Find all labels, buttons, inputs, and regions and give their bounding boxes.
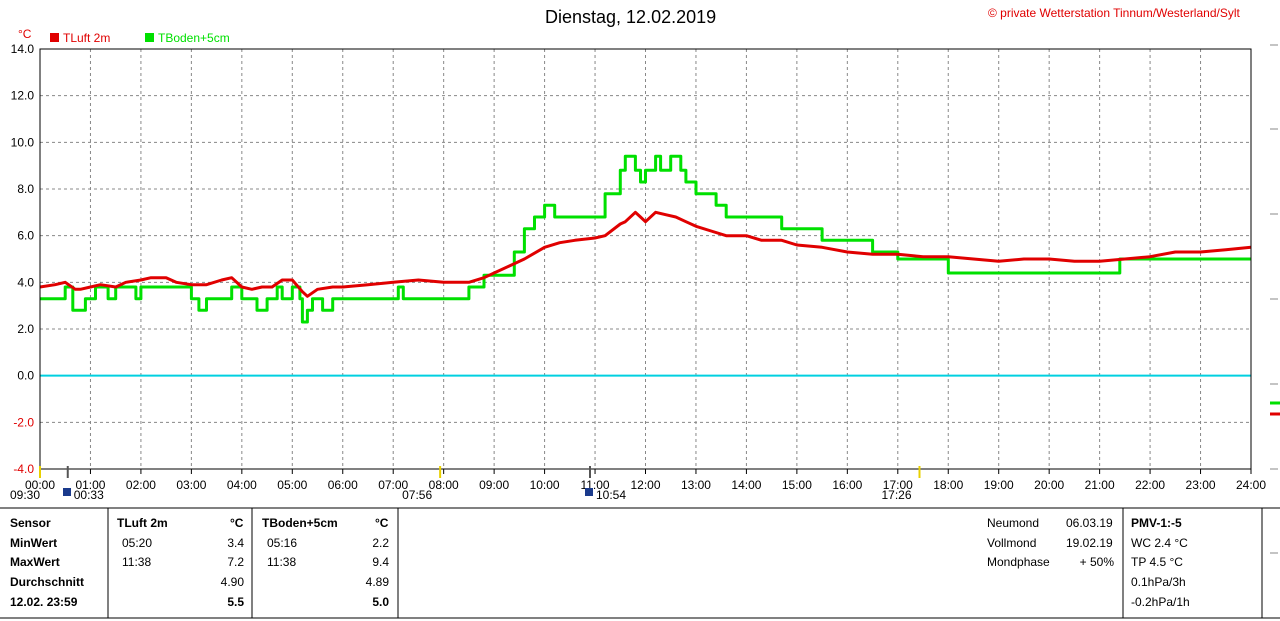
y-tick-label: 8.0 xyxy=(17,182,34,196)
plot-frame xyxy=(39,48,1252,470)
x-tick-label: 13:00 xyxy=(681,478,711,492)
legend-label-tboden: TBoden+5cm xyxy=(158,31,230,45)
chart-title: Dienstag, 12.02.2019 xyxy=(545,7,717,27)
x-tick-label: 02:00 xyxy=(126,478,156,492)
table-header-tboden-unit: °C xyxy=(375,516,389,530)
row-max-tluft-value: 7.2 xyxy=(227,555,244,569)
table-header-tluft-unit: °C xyxy=(230,516,244,530)
axes xyxy=(39,44,1280,554)
row-max-tboden-time: 11:38 xyxy=(267,555,297,569)
event-label: 00:33 xyxy=(74,488,104,502)
row-max-label: MaxWert xyxy=(10,555,60,569)
row-current-label: 12.02. 23:59 xyxy=(10,595,78,609)
x-tick-label: 16:00 xyxy=(832,478,862,492)
pmv-pressure-3h: 0.1hPa/3h xyxy=(1131,575,1186,589)
mondphase-label: Mondphase xyxy=(987,555,1050,569)
vollmond-date: 19.02.19 xyxy=(1066,536,1113,550)
x-tick-label: 00:00 xyxy=(25,478,55,492)
y-tick-label: 2.0 xyxy=(17,322,34,336)
y-tick-label: -4.0 xyxy=(13,462,34,476)
event-label: 17:26 xyxy=(881,488,911,502)
y-tick-label: 0.0 xyxy=(17,369,34,383)
grid-lines xyxy=(39,48,1252,470)
x-tick-label: 22:00 xyxy=(1135,478,1165,492)
sun-max-icon xyxy=(585,488,593,496)
table-header-tluft: TLuft 2m xyxy=(117,516,168,530)
sunrise-icon xyxy=(63,488,71,496)
x-tick-label: 24:00 xyxy=(1236,478,1266,492)
row-max-tluft-time: 11:38 xyxy=(122,555,152,569)
mondphase-value: + 50% xyxy=(1079,555,1114,569)
x-tick-label: 23:00 xyxy=(1186,478,1216,492)
copyright-text: © private Wetterstation Tinnum/Westerlan… xyxy=(988,6,1240,20)
row-min-tboden-time: 05:16 xyxy=(267,536,298,550)
x-tick-label: 04:00 xyxy=(227,478,257,492)
y-tick-label: -2.0 xyxy=(13,415,34,429)
table-lines xyxy=(0,507,1280,619)
event-label: 09:30 xyxy=(10,488,40,502)
x-tick-label: 21:00 xyxy=(1085,478,1115,492)
table-header-sensor: Sensor xyxy=(10,516,51,530)
x-tick-label: 10:00 xyxy=(530,478,560,492)
y-tick-label: 12.0 xyxy=(11,89,35,103)
x-tick-label: 20:00 xyxy=(1034,478,1064,492)
row-min-tboden-value: 2.2 xyxy=(372,536,389,550)
axis-labels: -4.0 -2.0 0.0 2.0 4.0 6.0 8.0 10.0 12.0 14.0 00:00… xyxy=(11,42,1267,492)
row-current-tluft-value: 5.5 xyxy=(227,595,244,609)
y-axis-unit: °C xyxy=(18,27,32,41)
x-tick-label: 09:00 xyxy=(479,478,509,492)
table-header-tboden: TBoden+5cm xyxy=(262,516,338,530)
x-tick-label: 12:00 xyxy=(630,478,660,492)
x-tick-label: 05:00 xyxy=(277,478,307,492)
x-tick-label: 19:00 xyxy=(984,478,1014,492)
series-lines xyxy=(39,154,1252,324)
x-tick-label: 01:00 xyxy=(75,478,105,492)
x-tick-label: 08:00 xyxy=(429,478,459,492)
pmv-title: PMV-1:-5 xyxy=(1131,516,1182,530)
event-markers: 09:30 00:33 07:56 10:54 17:26 xyxy=(10,466,921,502)
neumond-date: 06.03.19 xyxy=(1066,516,1113,530)
y-tick-label: 4.0 xyxy=(17,275,34,289)
series-line-tboden xyxy=(40,154,1251,324)
row-avg-tboden-value: 4.89 xyxy=(365,575,389,589)
row-current-tboden-value: 5.0 xyxy=(372,595,389,609)
x-tick-label: 14:00 xyxy=(731,478,761,492)
pmv-windchill: WC 2.4 °C xyxy=(1131,536,1188,550)
row-min-tluft-value: 3.4 xyxy=(227,536,244,550)
x-tick-label: 07:00 xyxy=(378,478,408,492)
row-avg-label: Durchschnitt xyxy=(10,575,85,589)
legend-label-tluft: TLuft 2m xyxy=(63,31,111,45)
row-max-tboden-value: 9.4 xyxy=(372,555,389,569)
y-tick-label: 14.0 xyxy=(11,42,35,56)
x-tick-label: 17:00 xyxy=(883,478,913,492)
pmv-taupunkt: TP 4.5 °C xyxy=(1131,555,1183,569)
x-tick-label: 18:00 xyxy=(933,478,963,492)
x-tick-label: 06:00 xyxy=(328,478,358,492)
y-tick-label: 10.0 xyxy=(11,135,35,149)
event-label: 07:56 xyxy=(402,488,432,502)
legend-swatch-tluft xyxy=(50,33,59,42)
legend-swatch-tboden xyxy=(145,33,154,42)
x-tick-label: 15:00 xyxy=(782,478,812,492)
row-avg-tluft-value: 4.90 xyxy=(220,575,244,589)
x-tick-label: 03:00 xyxy=(176,478,206,492)
vollmond-label: Vollmond xyxy=(987,536,1037,550)
row-min-tluft-time: 05:20 xyxy=(122,536,153,550)
event-label: 10:54 xyxy=(596,488,626,502)
row-min-label: MinWert xyxy=(10,536,58,550)
pmv-pressure-1h: -0.2hPa/1h xyxy=(1131,595,1190,609)
y-tick-label: 6.0 xyxy=(17,229,34,243)
neumond-label: Neumond xyxy=(987,516,1040,530)
series-line-tluft xyxy=(39,210,1252,298)
